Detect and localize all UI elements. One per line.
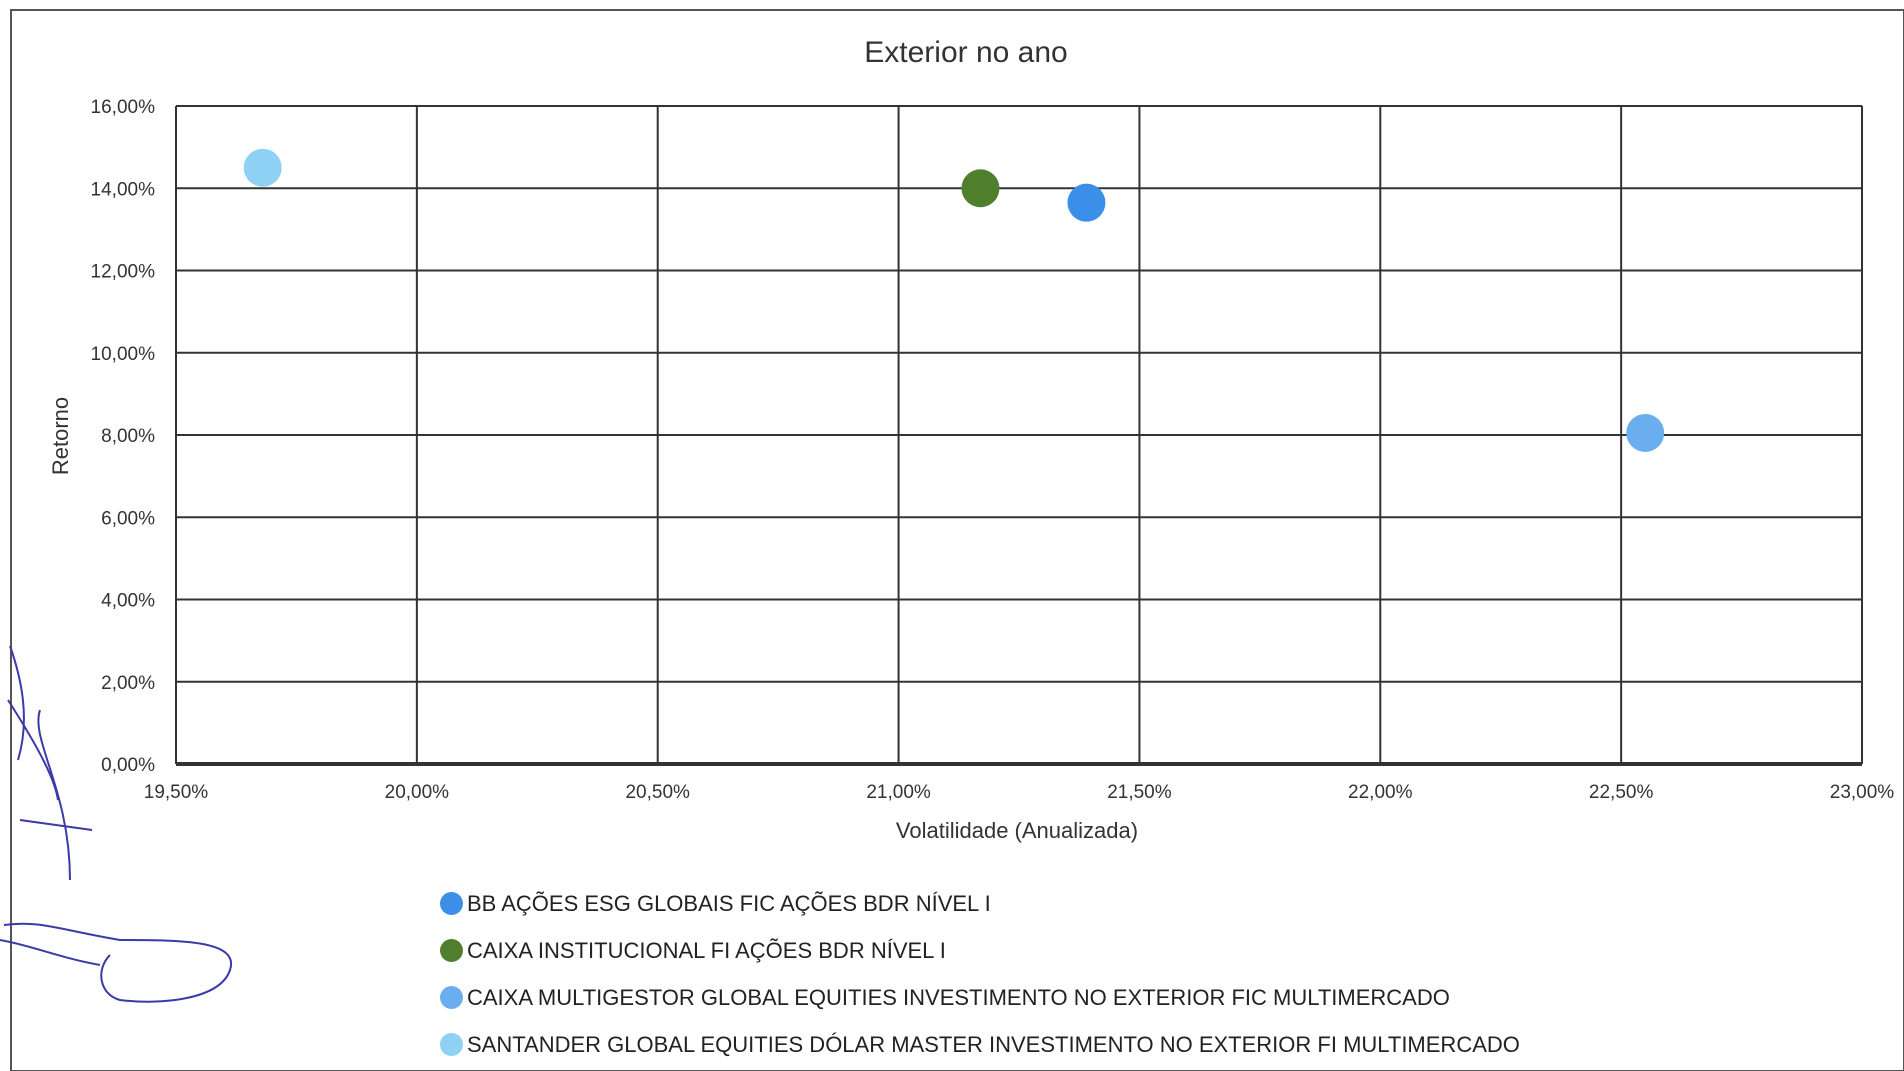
legend-item: CAIXA MULTIGESTOR GLOBAL EQUITIES INVEST… xyxy=(440,974,1520,1021)
legend-label: BB AÇÕES ESG GLOBAIS FIC AÇÕES BDR NÍVEL… xyxy=(467,890,991,916)
x-tick-label: 21,50% xyxy=(1107,782,1172,803)
y-tick-label: 4,00% xyxy=(101,591,155,612)
chart-frame xyxy=(10,9,1904,1071)
legend-marker xyxy=(440,892,463,915)
legend-marker xyxy=(440,1033,463,1056)
legend-label: SANTANDER GLOBAL EQUITIES DÓLAR MASTER I… xyxy=(467,1031,1520,1057)
legend: BB AÇÕES ESG GLOBAIS FIC AÇÕES BDR NÍVEL… xyxy=(440,880,1520,1068)
legend-item: BB AÇÕES ESG GLOBAIS FIC AÇÕES BDR NÍVEL… xyxy=(440,880,1520,927)
legend-label: CAIXA MULTIGESTOR GLOBAL EQUITIES INVEST… xyxy=(467,984,1450,1010)
x-tick-label: 20,00% xyxy=(385,782,450,803)
legend-marker xyxy=(440,939,463,962)
legend-item: CAIXA INSTITUCIONAL FI AÇÕES BDR NÍVEL I xyxy=(440,927,1520,974)
y-tick-label: 12,00% xyxy=(91,262,156,283)
chart-title: Exterior no ano xyxy=(864,36,1067,69)
x-tick-label: 22,00% xyxy=(1348,782,1413,803)
legend-label: CAIXA INSTITUCIONAL FI AÇÕES BDR NÍVEL I xyxy=(467,937,946,963)
y-tick-label: 16,00% xyxy=(91,97,156,118)
data-points xyxy=(243,148,1665,452)
x-tick-label: 21,00% xyxy=(866,782,931,803)
x-tick-label: 23,00% xyxy=(1830,782,1895,803)
grid xyxy=(175,105,1863,766)
x-tick-label: 19,50% xyxy=(144,782,209,803)
x-tick-label: 22,50% xyxy=(1589,782,1654,803)
data-point xyxy=(243,148,282,187)
y-tick-label: 14,00% xyxy=(91,179,156,200)
data-point xyxy=(1067,183,1106,222)
tick-labels: 19,50% 20,00% 20,50% 21,00% 21,50% 22,00% 22,5… xyxy=(91,97,1895,803)
y-tick-label: 10,00% xyxy=(91,344,156,365)
y-axis-label: Retorno xyxy=(48,397,73,475)
y-tick-label: 6,00% xyxy=(101,508,155,529)
x-tick-label: 20,50% xyxy=(625,782,690,803)
x-axis-label: Volatilidade (Anualizada) xyxy=(896,818,1138,843)
legend-item: SANTANDER GLOBAL EQUITIES DÓLAR MASTER I… xyxy=(440,1021,1520,1068)
y-tick-label: 0,00% xyxy=(101,755,155,776)
legend-marker xyxy=(440,986,463,1009)
y-tick-label: 8,00% xyxy=(101,426,155,447)
y-tick-label: 2,00% xyxy=(101,673,155,694)
data-point xyxy=(961,169,1000,208)
data-point xyxy=(1626,413,1665,452)
handwritten-signature xyxy=(0,645,233,1003)
